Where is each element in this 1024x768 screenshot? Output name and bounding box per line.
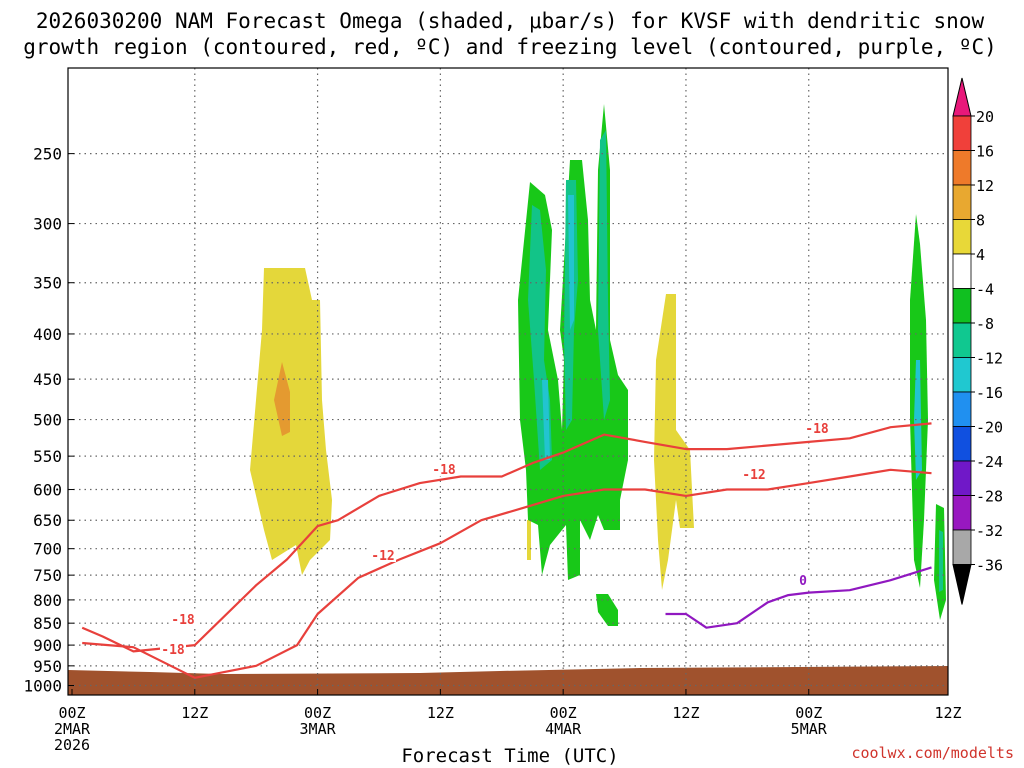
plot-area (68, 68, 948, 695)
contour-label-dgz-bottom-1: -12 (371, 549, 394, 564)
y-tick-label: 800 (33, 591, 62, 610)
colorbar-label: -8 (976, 315, 994, 333)
colorbar-segment (952, 391, 972, 427)
colorbar-segment (952, 529, 972, 565)
x-tick-label: 00Z (795, 704, 822, 722)
gridlines (68, 68, 948, 695)
omega-teal-east-2 (939, 530, 943, 592)
contour-label-freezing: 0 (799, 574, 807, 589)
y-tick-label: 500 (33, 411, 62, 430)
colorbar-label: -20 (976, 419, 1003, 437)
credit-text: coolwx.com/modelts (851, 744, 1014, 762)
colorbar-segment (952, 322, 972, 358)
omega-warm-region-2 (654, 294, 694, 590)
omega-teal-core-3 (598, 130, 610, 420)
x-tick-label: 12Z (672, 704, 699, 722)
omega-cyan-core-1 (568, 195, 574, 330)
contour-label-dgz-top-4: -18 (161, 643, 185, 658)
y-tick-label: 950 (33, 657, 62, 676)
colorbar-bottom-arrow (952, 564, 972, 605)
colorbar-segment (952, 357, 972, 393)
y-tick-label: 250 (33, 145, 62, 164)
omega-cyan-east (914, 360, 922, 480)
y-tick-label: 850 (33, 614, 62, 633)
x-axis-label: Forecast Time (UTC) (401, 745, 618, 767)
colorbar-segment (952, 288, 972, 324)
contour-label-dgz-top-2: -18 (805, 422, 829, 437)
contour-label-dgz-bottom-2: -12 (742, 468, 765, 483)
y-tick-label: 400 (33, 325, 62, 344)
omega-shading (250, 104, 946, 626)
colorbar-label: -24 (976, 453, 1003, 471)
colorbar-label: 8 (976, 212, 985, 230)
y-tick-label: 900 (33, 636, 62, 655)
x-tick-label: 12Z (427, 704, 454, 722)
y-tick-label: 450 (33, 370, 62, 389)
contour-minus12 (82, 468, 932, 679)
omega-cyan-core-2 (542, 380, 550, 460)
chart-title-line-2: growth region (contoured, red, ºC) and f… (23, 35, 997, 59)
omega-green-isolated-1 (596, 594, 618, 626)
omega-warm-isolated-1 (527, 520, 531, 560)
omega-strong-warm-core (274, 362, 290, 436)
colorbar-segment (952, 426, 972, 462)
contour-label-dgz-top-1: -18 (432, 463, 456, 478)
colorbar-segment (952, 460, 972, 496)
y-tick-label: 300 (33, 215, 62, 234)
colorbar-label: -16 (976, 384, 1003, 402)
y-tick-label: 650 (33, 511, 62, 530)
plot-frame (67, 67, 949, 696)
colorbar-label: 16 (976, 143, 994, 161)
colorbar-segment (952, 253, 972, 289)
x-tick-label: 3MAR (300, 720, 337, 738)
y-tick-label: 350 (33, 274, 62, 293)
colorbar-label: -36 (976, 557, 1003, 575)
colorbar-label: 20 (976, 108, 994, 126)
colorbar-segment (952, 184, 972, 220)
y-tick-label: 600 (33, 481, 62, 500)
chart-title-line-1: 2026030200 NAM Forecast Omega (shaded, μ… (36, 9, 985, 33)
y-tick-label: 700 (33, 540, 62, 559)
terrain-below-ground (68, 666, 948, 695)
x-tick-label: 12Z (934, 704, 961, 722)
colorbar-segment (952, 495, 972, 531)
x-tick-label: 00Z (58, 704, 85, 722)
colorbar-label: 4 (976, 246, 985, 264)
y-tick-label: 1000 (23, 677, 62, 696)
x-tick-label: 4MAR (545, 720, 582, 738)
x-tick-label: 5MAR (791, 720, 828, 738)
y-tick-label: 750 (33, 566, 62, 585)
x-tick-label: 12Z (181, 704, 208, 722)
contour-label-dgz-top-3: -18 (171, 613, 195, 628)
colorbar-label: -32 (976, 522, 1003, 540)
x-tick-label: 2026 (54, 736, 90, 754)
colorbar: 20 16 12 8 4 -4 -8 -12 -16 -20 -24 -28 -32 -36 (952, 77, 1003, 605)
x-tick-label: 00Z (550, 704, 577, 722)
contour-freezing-level (665, 566, 932, 629)
x-tick-label: 2MAR (54, 720, 91, 738)
colorbar-label: 12 (976, 177, 994, 195)
colorbar-segment (952, 219, 972, 255)
colorbar-top-arrow (952, 77, 972, 117)
colorbar-segment (952, 150, 972, 186)
colorbar-label: -12 (976, 350, 1003, 368)
colorbar-segment (952, 115, 972, 151)
y-tick-label: 550 (33, 447, 62, 466)
contours (81, 422, 932, 679)
contour-labels: -18 -18 -18 -18 -12 -12 0 (160, 421, 830, 658)
y-axis: 250 300 350 400 450 500 550 600 650 700 750 800 850 9… (23, 145, 74, 696)
contour-minus18 (81, 422, 932, 653)
colorbar-label: -28 (976, 488, 1003, 506)
colorbar-label: -4 (976, 281, 994, 299)
omega-rising-warm-region (250, 268, 332, 575)
x-tick-label: 00Z (304, 704, 331, 722)
